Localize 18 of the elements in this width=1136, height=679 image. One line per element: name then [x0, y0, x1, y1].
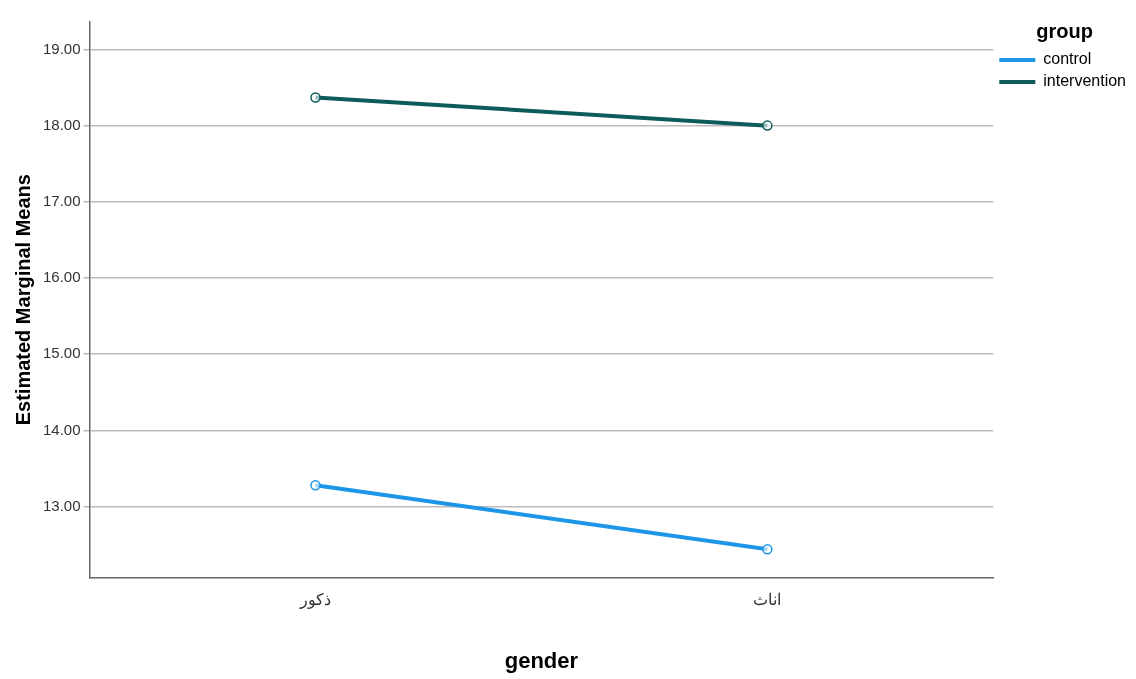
- y-tick-label: 16.00: [42, 268, 81, 286]
- y-tick-label: 19.00: [42, 39, 81, 57]
- y-tick-label: 13.00: [42, 496, 81, 514]
- point: [762, 120, 773, 131]
- point: [310, 479, 321, 491]
- y-tick-label: 14.00: [42, 420, 81, 438]
- legend-title: group: [1036, 19, 1093, 42]
- x-tick-label: اناث: [753, 591, 782, 609]
- legend-label: control: [1043, 50, 1092, 68]
- legend-label: intervention: [1043, 72, 1126, 90]
- x-tick-label: ذكور: [298, 591, 331, 610]
- x-axis-title: gender: [504, 647, 579, 673]
- y-tick-label: 17.00: [42, 191, 81, 209]
- point: [310, 92, 321, 103]
- y-tick-label: 15.00: [42, 344, 81, 362]
- point: [762, 543, 773, 555]
- y-tick-label: 18.00: [42, 115, 81, 133]
- y-axis-title: Estimated Marginal Means: [11, 174, 34, 426]
